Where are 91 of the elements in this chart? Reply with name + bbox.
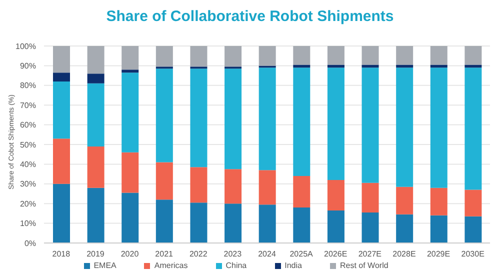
bar	[87, 46, 104, 74]
bar	[396, 46, 414, 65]
bar	[430, 46, 448, 65]
bar	[122, 70, 139, 73]
bar	[464, 216, 482, 243]
bar	[430, 215, 448, 243]
bar	[190, 202, 208, 243]
bar	[258, 204, 276, 243]
bar	[190, 167, 208, 203]
bar	[224, 68, 242, 170]
x-tick-label: 2019	[86, 250, 105, 259]
bar	[362, 64, 379, 68]
bar	[464, 190, 482, 216]
bar	[430, 64, 448, 68]
x-tick-label: 2025A	[290, 250, 314, 259]
x-tick-label: 2022	[189, 250, 208, 259]
bar	[258, 46, 276, 66]
bar	[224, 46, 242, 67]
bar	[293, 208, 310, 243]
bar	[190, 68, 208, 168]
bar	[122, 46, 139, 70]
y-tick-label: 100%	[16, 42, 36, 51]
bar	[53, 46, 70, 73]
bar	[156, 162, 173, 200]
x-tick-label: 2027E	[358, 250, 382, 259]
bar	[87, 74, 104, 84]
legend-label: EMEA	[94, 261, 116, 270]
bar	[464, 46, 482, 65]
bar	[396, 214, 414, 243]
x-tick-label: 2029E	[426, 250, 450, 259]
y-tick-label: 10%	[20, 219, 36, 228]
bar	[327, 46, 344, 65]
y-tick-label: 30%	[20, 180, 36, 189]
legend-label: Rest of World	[340, 261, 388, 270]
bar	[362, 68, 379, 183]
x-tick-label: 2023	[224, 250, 242, 259]
bar	[293, 176, 310, 208]
bar	[53, 81, 70, 139]
chart-title: Share of Collaborative Robot Shipments	[105, 8, 395, 25]
y-tick-label: 60%	[20, 120, 36, 130]
bar	[362, 212, 379, 243]
bar	[53, 184, 70, 243]
x-tick-label: 2028E	[392, 250, 416, 259]
bar	[156, 46, 173, 67]
bar	[53, 138, 70, 184]
bar	[430, 188, 448, 216]
x-tick-label: 2026E	[324, 250, 348, 259]
legend-label: India	[284, 261, 302, 270]
bar	[258, 170, 276, 205]
bar	[396, 68, 414, 187]
y-tick-label: 70%	[20, 100, 36, 110]
bar	[362, 46, 379, 65]
bar	[156, 68, 173, 162]
y-tick-label: 50%	[20, 140, 36, 150]
bar	[87, 146, 104, 188]
bar	[396, 64, 414, 68]
y-tick-label: 80%	[20, 81, 36, 90]
bar	[87, 83, 104, 146]
x-tick-label: 2020	[120, 250, 140, 259]
y-tick-label: 20%	[20, 199, 36, 208]
y-tick-label: 0%	[24, 238, 36, 248]
x-tick-label: 2018	[52, 250, 71, 259]
bar	[293, 46, 310, 65]
bar	[327, 210, 344, 243]
bar	[156, 200, 173, 243]
bar	[396, 186, 414, 214]
bar	[258, 68, 276, 170]
bar	[122, 72, 139, 152]
x-tick-label: 2030E	[461, 250, 484, 259]
bar	[224, 169, 242, 204]
bar	[224, 204, 242, 243]
bar	[122, 152, 139, 193]
bar	[87, 188, 104, 243]
bar	[464, 68, 482, 190]
bar	[53, 72, 70, 82]
bar	[122, 192, 139, 243]
bar	[293, 64, 310, 68]
bar	[327, 64, 344, 68]
bar	[327, 68, 344, 180]
legend-label: Americas	[154, 261, 188, 270]
bar	[190, 46, 208, 67]
x-tick-label: 2024	[258, 250, 276, 259]
legend-label: China	[226, 261, 247, 270]
bar	[327, 180, 344, 210]
bar	[430, 68, 448, 188]
bar	[293, 68, 310, 176]
y-tick-label: 40%	[20, 160, 36, 170]
bar	[464, 64, 482, 68]
y-tick-label: 90%	[20, 62, 36, 71]
x-tick-label: 2021	[155, 250, 174, 259]
bar	[362, 182, 379, 212]
